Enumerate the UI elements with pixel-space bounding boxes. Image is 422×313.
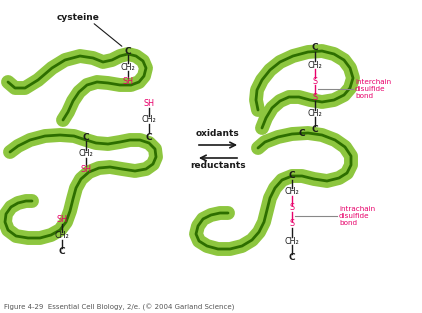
Text: S: S xyxy=(289,219,295,228)
Text: S: S xyxy=(312,93,318,101)
Text: CH₂: CH₂ xyxy=(54,232,69,240)
Text: C: C xyxy=(312,125,318,134)
Text: interchain
disulfide
bond: interchain disulfide bond xyxy=(355,79,391,99)
Text: intrachain
disulfide
bond: intrachain disulfide bond xyxy=(339,206,375,226)
Text: CH₂: CH₂ xyxy=(121,63,135,71)
Text: C: C xyxy=(59,248,65,256)
Text: CH₂: CH₂ xyxy=(284,187,299,197)
Text: CH₂: CH₂ xyxy=(284,237,299,245)
Text: C: C xyxy=(289,253,295,261)
Text: SH: SH xyxy=(81,166,92,175)
Text: SH: SH xyxy=(122,78,133,86)
Text: C: C xyxy=(299,129,305,137)
Text: C: C xyxy=(124,47,131,55)
Text: S: S xyxy=(312,76,318,85)
Text: C: C xyxy=(289,172,295,181)
Text: CH₂: CH₂ xyxy=(78,150,93,158)
Text: S: S xyxy=(289,203,295,213)
Text: SH: SH xyxy=(143,100,154,109)
Text: CH₂: CH₂ xyxy=(308,60,322,69)
Text: C: C xyxy=(83,132,89,141)
Text: CH₂: CH₂ xyxy=(308,109,322,117)
Text: C: C xyxy=(312,44,318,53)
Text: cysteine: cysteine xyxy=(57,13,100,22)
Text: reductants: reductants xyxy=(190,162,246,171)
Text: SH: SH xyxy=(57,215,68,224)
Text: C: C xyxy=(146,132,152,141)
Text: Figure 4-29  Essential Cell Biology, 2/e. (© 2004 Garland Science): Figure 4-29 Essential Cell Biology, 2/e.… xyxy=(4,303,234,310)
Text: oxidants: oxidants xyxy=(196,130,240,138)
Text: CH₂: CH₂ xyxy=(142,115,157,125)
